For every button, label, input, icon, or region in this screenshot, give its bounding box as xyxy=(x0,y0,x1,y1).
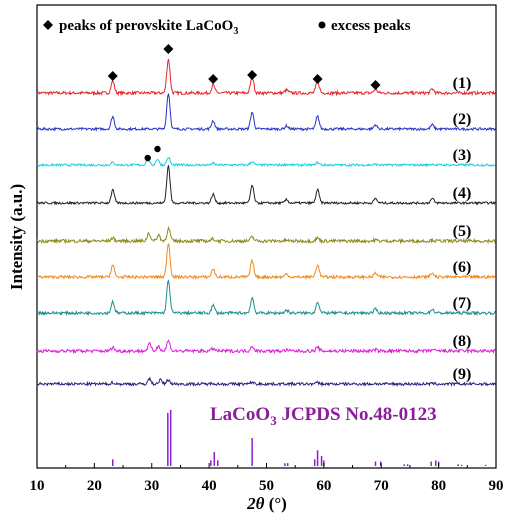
series-line-1 xyxy=(36,58,496,97)
series-line-8 xyxy=(36,339,496,355)
y-axis-label: Intensity (a.u.) xyxy=(7,184,26,290)
x-tick-label-90: 90 xyxy=(489,478,504,494)
series-layer xyxy=(36,58,496,388)
series-label-8: (8) xyxy=(453,333,472,350)
series-line-3 xyxy=(36,156,496,168)
legend-diamond-icon xyxy=(43,20,53,30)
plot-frame xyxy=(36,4,497,469)
legend: peaks of perovskite LaCoO3 excess peaks xyxy=(43,18,411,37)
series-label-3: (3) xyxy=(453,147,472,164)
series-line-9 xyxy=(36,376,496,388)
x-tick-label-10: 10 xyxy=(30,478,45,494)
series-line-5 xyxy=(36,225,496,245)
x-tick-label-40: 40 xyxy=(202,478,217,494)
excess-marker-1 xyxy=(144,154,151,162)
series-label-9: (9) xyxy=(453,366,472,383)
series-label-7: (7) xyxy=(453,295,472,312)
legend-dot-icon xyxy=(318,21,326,29)
perovskite-marker-6 xyxy=(370,80,381,90)
legend-excess-label: excess peaks xyxy=(331,18,411,34)
series-line-4 xyxy=(36,165,496,206)
perovskite-marker-2 xyxy=(163,44,174,54)
series-label-1: (1) xyxy=(453,75,472,92)
legend-perovskite-label: peaks of perovskite LaCoO3 xyxy=(59,18,238,37)
perovskite-marker-1 xyxy=(107,71,118,81)
marker-layer xyxy=(107,44,381,162)
x-tick-label-50: 50 xyxy=(259,478,274,494)
x-tick-label-60: 60 xyxy=(316,478,331,494)
series-label-2: (2) xyxy=(453,111,472,128)
series-label-5: (5) xyxy=(453,223,472,240)
perovskite-marker-4 xyxy=(247,70,258,80)
perovskite-marker-5 xyxy=(312,74,323,84)
series-line-7 xyxy=(36,279,496,317)
series-label-4: (4) xyxy=(453,185,472,202)
series-line-2 xyxy=(36,92,496,132)
x-tick-label-80: 80 xyxy=(431,478,446,494)
series-labels: (1) (2) (3) (4) (5) (6) (7) (8) (9) xyxy=(453,75,472,383)
x-ticks: 10 20 30 40 50 60 70 80 90 xyxy=(30,463,504,494)
perovskite-marker-3 xyxy=(208,74,219,84)
series-line-6 xyxy=(36,243,496,281)
series-label-6: (6) xyxy=(453,259,472,276)
x-tick-label-70: 70 xyxy=(374,478,389,494)
excess-marker-2 xyxy=(154,145,161,153)
reference-label: LaCoO3 JCPDS No.48-0123 xyxy=(210,404,437,428)
x-axis-label: 2θ (°) xyxy=(246,494,287,513)
x-tick-label-20: 20 xyxy=(87,478,102,494)
x-tick-label-30: 30 xyxy=(144,478,159,494)
